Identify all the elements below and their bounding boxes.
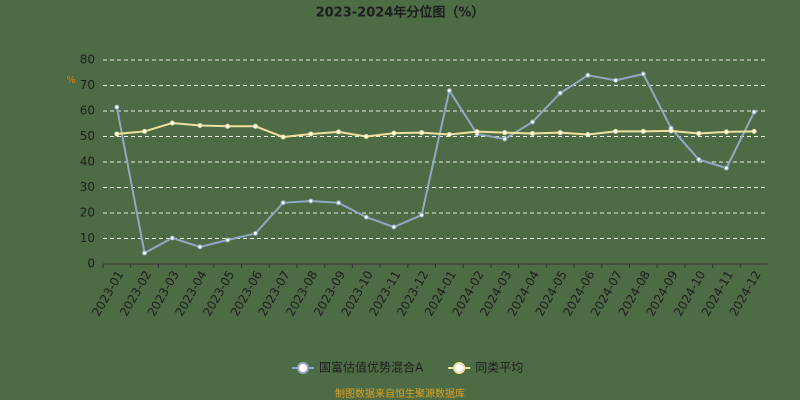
y-tick-label: 50 <box>80 129 95 143</box>
chart-title: 2023-2024年分位图（%） <box>316 5 485 21</box>
point <box>640 128 646 134</box>
point <box>446 88 452 94</box>
point <box>363 134 369 139</box>
series-line <box>116 121 755 139</box>
point <box>225 237 231 243</box>
point <box>280 134 286 140</box>
point <box>169 120 175 126</box>
point <box>474 129 480 135</box>
point <box>723 165 729 171</box>
point <box>446 131 452 137</box>
y-tick-label: 60 <box>80 104 95 118</box>
point <box>308 198 314 204</box>
point <box>114 104 120 110</box>
point <box>419 130 425 136</box>
point <box>613 128 619 134</box>
point <box>585 131 591 137</box>
point <box>142 128 148 134</box>
point <box>363 214 369 220</box>
point <box>696 130 702 136</box>
legend-marker <box>453 362 466 374</box>
y-tick-label: 20 <box>80 206 95 220</box>
point <box>613 77 619 83</box>
point <box>557 90 563 96</box>
point <box>529 130 535 136</box>
point <box>252 123 258 129</box>
footer: 制图数据来自恒生聚源数据库 <box>335 387 465 400</box>
point <box>336 200 342 206</box>
point <box>114 131 120 137</box>
point <box>197 123 203 129</box>
point <box>280 200 286 206</box>
legend-label: 同类平均 <box>475 361 523 375</box>
point <box>696 156 702 162</box>
y-tick-label: 10 <box>80 231 95 245</box>
point <box>391 130 397 136</box>
legend-marker <box>297 362 309 374</box>
point <box>751 128 757 134</box>
point <box>502 130 508 136</box>
y-tick-label: 80 <box>80 53 95 67</box>
point <box>142 250 148 256</box>
point <box>419 212 425 218</box>
y-unit: % <box>66 75 76 86</box>
point <box>252 230 258 236</box>
point <box>557 130 563 136</box>
y-tick-label: 40 <box>80 155 95 169</box>
y-tick-label: 0 <box>87 257 95 271</box>
y-tick-label: 70 <box>80 78 95 92</box>
point <box>336 129 342 135</box>
legend-label: 国富估值优势混合A <box>319 360 424 375</box>
point <box>668 128 674 134</box>
point <box>751 109 757 115</box>
point <box>197 244 203 250</box>
point <box>225 123 231 129</box>
point <box>723 129 729 135</box>
point <box>308 131 314 137</box>
point <box>391 224 397 230</box>
point <box>640 71 646 77</box>
point <box>502 136 508 142</box>
y-tick-label: 30 <box>80 180 95 194</box>
point <box>529 119 535 125</box>
point <box>585 72 591 78</box>
point <box>169 235 175 241</box>
series-line <box>115 72 756 255</box>
